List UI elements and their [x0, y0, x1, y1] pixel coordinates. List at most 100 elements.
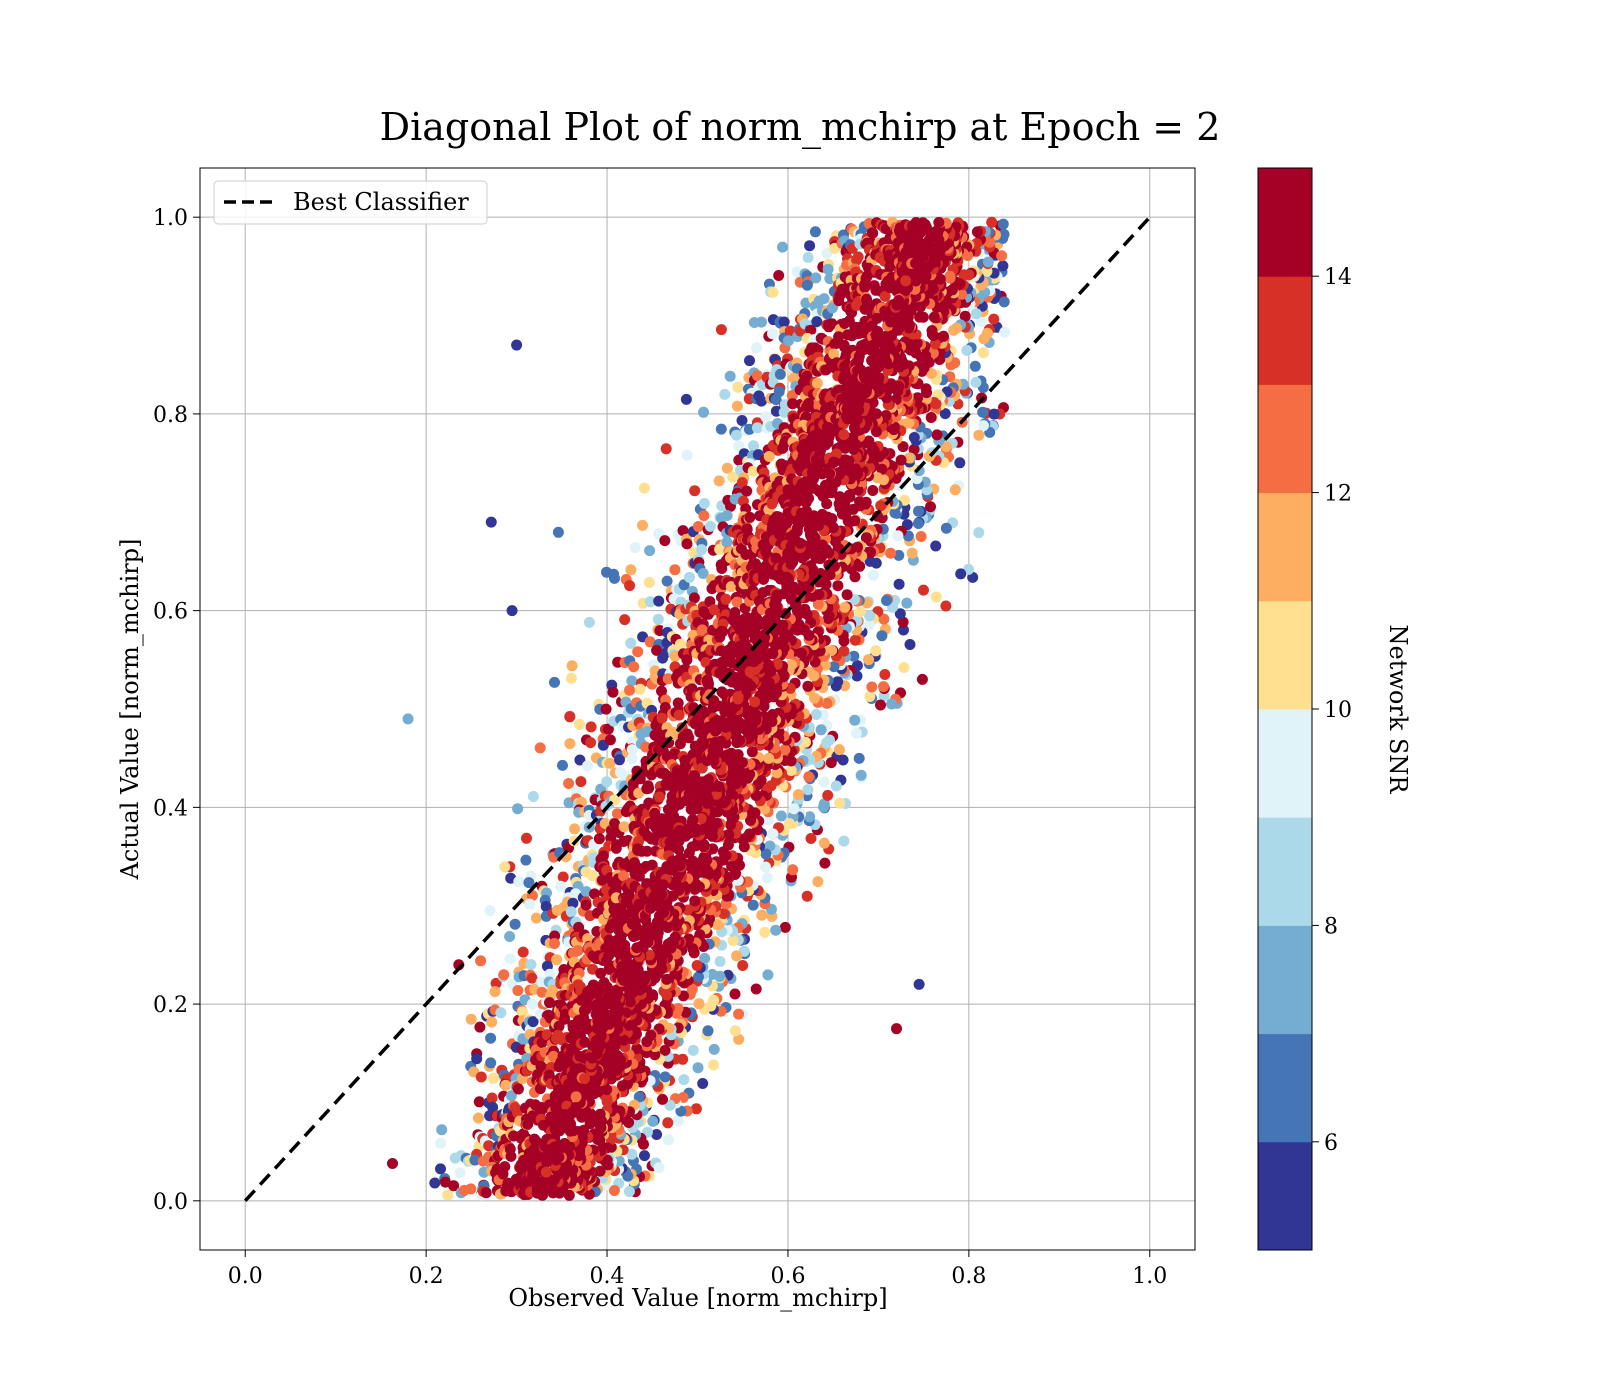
scatter-point: [779, 921, 791, 933]
scatter-point: [573, 921, 585, 933]
scatter-point: [915, 531, 927, 542]
scatter-point: [653, 1162, 665, 1174]
scatter-point: [563, 778, 575, 789]
scatter-point: [465, 1183, 477, 1195]
scatter-point: [520, 854, 532, 866]
scatter-point: [913, 505, 924, 517]
scatter-point: [708, 1043, 720, 1055]
scatter-point: [788, 803, 800, 815]
scatter-point: [729, 988, 741, 1000]
scatter-point: [811, 316, 823, 328]
scatter-point: [969, 360, 981, 372]
scatter-point: [908, 432, 920, 443]
scatter-point: [656, 712, 668, 724]
scatter-point: [498, 969, 510, 981]
scatter-point: [651, 1129, 663, 1140]
scatter-point: [473, 1096, 485, 1108]
scatter-point: [988, 408, 1000, 420]
scatter-point: [697, 568, 709, 579]
scatter-point: [863, 654, 875, 666]
scatter-point: [833, 744, 845, 756]
scatter-point: [564, 738, 576, 750]
scatter-point: [604, 734, 616, 746]
scatter-point: [721, 462, 733, 474]
scatter-point: [822, 263, 834, 275]
scatter-point: [731, 400, 743, 412]
scatter-point: [897, 616, 909, 628]
scatter-point: [566, 660, 578, 672]
scatter-point: [746, 746, 758, 758]
scatter-point: [996, 250, 1008, 262]
scatter-point: [675, 638, 686, 650]
scatter-point: [970, 376, 982, 388]
scatter-point: [522, 1118, 534, 1130]
scatter-point: [641, 1036, 653, 1048]
scatter-point: [469, 1154, 481, 1166]
scatter-point: [714, 956, 726, 967]
scatter-point: [760, 861, 771, 873]
scatter-point: [906, 547, 918, 559]
scatter-point: [978, 347, 989, 359]
scatter-point: [697, 1078, 709, 1089]
scatter-point: [929, 338, 941, 350]
scatter-point: [708, 604, 720, 616]
scatter-point: [741, 485, 753, 497]
scatter-point: [585, 721, 597, 733]
scatter-point: [852, 251, 864, 263]
scatter-point: [864, 555, 876, 567]
scatter-point: [610, 842, 622, 854]
scatter-point: [867, 227, 879, 239]
scatter-point: [863, 619, 875, 631]
scatter-point: [810, 709, 822, 720]
scatter-point: [673, 709, 685, 721]
scatter-point: [625, 564, 637, 576]
scatter-point: [661, 973, 673, 985]
scatter-point: [758, 573, 769, 585]
scatter-point: [833, 295, 845, 307]
scatter-point: [634, 683, 646, 695]
scatter-point: [472, 1112, 484, 1124]
scatter-point: [821, 697, 833, 709]
scatter-point: [826, 318, 838, 330]
scatter-point: [815, 724, 827, 736]
scatter-point: [690, 1103, 702, 1115]
scatter-point: [559, 1013, 571, 1025]
scatter-point: [885, 547, 896, 559]
scatter-point: [732, 381, 744, 393]
scatter-point: [818, 293, 830, 305]
scatter-point: [750, 983, 762, 995]
scatter-point: [614, 754, 625, 766]
scatter-point: [818, 776, 830, 788]
scatter-point: [770, 394, 782, 406]
scatter-point: [959, 310, 971, 322]
scatter-point: [713, 475, 725, 487]
scatter-point: [801, 279, 813, 291]
scatter-point: [552, 526, 564, 538]
scatter-point: [526, 998, 538, 1010]
scatter-point: [521, 832, 532, 844]
scatter-point: [632, 646, 644, 658]
scatter-point: [513, 876, 525, 887]
scatter-point: [774, 368, 786, 380]
scatter-point: [763, 451, 775, 462]
scatter-point: [504, 931, 516, 942]
scatter-point: [759, 926, 771, 938]
scatter-point: [828, 661, 840, 673]
scatter-point: [733, 1008, 745, 1020]
scatter-point: [497, 1168, 509, 1180]
scatter-point: [525, 959, 537, 970]
scatter-point: [623, 1186, 635, 1197]
scatter-point: [698, 498, 710, 509]
scatter-point: [997, 260, 1009, 272]
scatter-point: [986, 216, 998, 228]
scatter-point: [812, 876, 824, 888]
scatter-point: [643, 576, 655, 588]
scatter-point: [489, 986, 501, 998]
scatter-point: [702, 1025, 714, 1037]
scatter-point: [940, 522, 952, 534]
scatter-point: [633, 1091, 645, 1103]
scatter-point: [838, 835, 850, 847]
scatter-point: [775, 810, 787, 822]
scatter-point: [725, 581, 737, 593]
scatter-point: [585, 737, 597, 749]
